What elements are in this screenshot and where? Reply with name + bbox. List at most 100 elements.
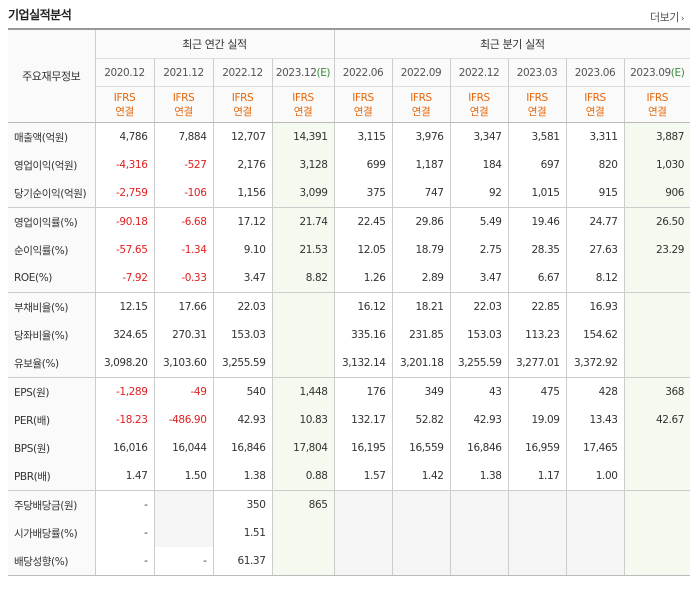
period-label: 2020.12 [104, 66, 145, 79]
consolidated-label: 연결 [353, 105, 373, 118]
value-cell: 231.85 [391, 321, 451, 349]
value-cell: 27.63 [565, 236, 625, 264]
header-row-periods: 2020.12 2021.12 2022.12 2023.12(E) 2022.06 20… [8, 58, 691, 87]
value-cell: 1.00 [565, 462, 625, 491]
value-cell: 22.03 [212, 292, 272, 321]
value-cell: 475 [507, 377, 567, 406]
value-cell [507, 490, 567, 519]
value-cell: 2,176 [212, 151, 272, 179]
more-link[interactable]: 더보기 › [650, 9, 685, 25]
value-cell [153, 490, 213, 519]
value-cell [391, 519, 451, 547]
value-cell: 17.12 [212, 207, 272, 236]
value-cell: 6.67 [507, 264, 567, 293]
value-cell: 184 [449, 151, 509, 179]
value-cell: 61.37 [212, 547, 272, 576]
value-cell: 906 [623, 179, 691, 208]
value-cell: -527 [153, 151, 213, 179]
value-cell [623, 547, 691, 576]
value-cell: 4,786 [94, 122, 154, 151]
value-cell: 42.93 [212, 406, 272, 434]
value-cell: -18.23 [94, 406, 154, 434]
value-cell: - [94, 519, 154, 547]
table-row: 당좌비율(%) 324.65 270.31 153.03 335.16 231.85 153… [8, 321, 691, 349]
value-cell: 349 [391, 377, 451, 406]
value-cell: 1.38 [212, 462, 272, 491]
value-cell [623, 321, 691, 349]
value-cell: 820 [565, 151, 625, 179]
value-cell: -49 [153, 377, 213, 406]
value-cell: 24.77 [565, 207, 625, 236]
value-cell: 43 [449, 377, 509, 406]
period-label: 2021.12 [163, 66, 204, 79]
consolidated-label: 연결 [469, 105, 489, 118]
value-cell: -1.34 [153, 236, 213, 264]
value-cell: 1.57 [333, 462, 393, 491]
value-cell: 22.03 [449, 292, 509, 321]
value-cell [449, 547, 509, 576]
value-cell [333, 547, 393, 576]
value-cell: -7.92 [94, 264, 154, 293]
value-cell: 1.42 [391, 462, 451, 491]
value-cell: 21.74 [271, 207, 335, 236]
accounting-standard: IFRS 연결 [565, 86, 625, 123]
value-cell: 3,347 [449, 122, 509, 151]
table-row: 영업이익률(%) -90.18 -6.68 17.12 21.74 22.45 29.86 5… [8, 207, 691, 236]
value-cell: 22.85 [507, 292, 567, 321]
value-cell: - [153, 547, 213, 576]
accounting-standard: IFRS 연결 [449, 86, 509, 123]
period-label: 2022.12 [458, 66, 500, 79]
value-cell: 113.23 [507, 321, 567, 349]
value-cell: 1,448 [271, 377, 335, 406]
value-cell: 324.65 [94, 321, 154, 349]
value-cell: 3,887 [623, 122, 691, 151]
row-label: 유보율(%) [8, 349, 95, 378]
value-cell: -2,759 [94, 179, 154, 208]
value-cell [333, 519, 393, 547]
value-cell: 1.38 [449, 462, 509, 491]
accounting-standard: IFRS 연결 [507, 86, 567, 123]
value-cell: 699 [333, 151, 393, 179]
chevron-right-icon: › [680, 14, 685, 24]
table-row: ROE(%) -7.92 -0.33 3.47 8.82 1.26 2.89 3.47 6.67… [8, 264, 691, 293]
value-cell: 3.47 [449, 264, 509, 293]
table-row: PBR(배) 1.47 1.50 1.38 0.88 1.57 1.42 1.38 1.17 1.… [8, 462, 691, 491]
accounting-standard: IFRS 연결 [333, 86, 393, 123]
ifrs-label: IFRS [410, 91, 432, 104]
value-cell: 42.67 [623, 406, 691, 434]
value-cell: 3,128 [271, 151, 335, 179]
value-cell: 697 [507, 151, 567, 179]
value-cell: 428 [565, 377, 625, 406]
value-cell [333, 490, 393, 519]
value-cell: 16,559 [391, 434, 451, 462]
value-cell [623, 292, 691, 321]
section-title: 기업실적분석 [8, 8, 72, 22]
value-cell: 3,132.14 [333, 349, 393, 378]
value-cell: 915 [565, 179, 625, 208]
value-cell: 3,976 [391, 122, 451, 151]
value-cell [507, 547, 567, 576]
period-label: 2023.06 [574, 66, 616, 79]
accounting-standard: IFRS 연결 [153, 86, 213, 123]
value-cell: 16,846 [449, 434, 509, 462]
ifrs-label: IFRS [352, 91, 374, 104]
header-row-ifrs: IFRS 연결 IFRS 연결 IFRS 연결 IFRS 연결 IFRS 연결 IFRS 연결 IFRS… [8, 86, 691, 123]
period-label: 2023.12 [275, 66, 317, 79]
row-label: BPS(원) [8, 434, 95, 462]
value-cell: 1,030 [623, 151, 691, 179]
estimate-marker: (E) [316, 66, 331, 79]
period-label: 2023.09 [630, 66, 671, 79]
value-cell [623, 349, 691, 378]
value-cell: 132.17 [333, 406, 393, 434]
table-body: 매출액(억원) 4,786 7,884 12,707 14,391 3,115 3,976 3… [8, 122, 691, 576]
value-cell: 16,016 [94, 434, 154, 462]
value-cell: 153.03 [449, 321, 509, 349]
header-row-groups: 주요재무정보 최근 연간 실적 최근 분기 실적 [8, 28, 691, 123]
value-cell: 18.79 [391, 236, 451, 264]
period-label: 2022.09 [400, 66, 442, 79]
period-header: 2020.12 [94, 58, 154, 87]
value-cell: 17,804 [271, 434, 335, 462]
value-cell: 3,255.59 [212, 349, 272, 378]
row-label: 영업이익(억원) [8, 151, 95, 179]
table-row: PER(배) -18.23 -486.90 42.93 10.83 132.17 52.82… [8, 406, 691, 434]
